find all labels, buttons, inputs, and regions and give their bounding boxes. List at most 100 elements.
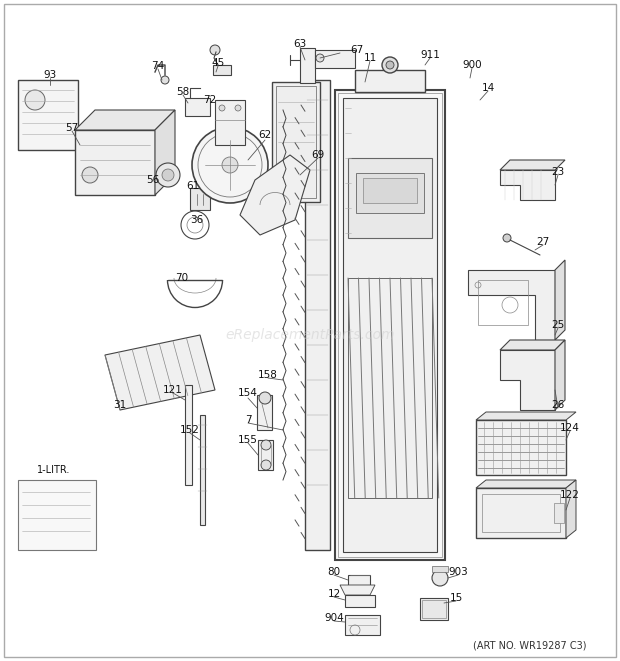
Bar [363, 178, 417, 203]
Circle shape [162, 169, 174, 181]
Text: 15: 15 [450, 593, 463, 603]
Text: 58: 58 [176, 87, 190, 97]
Bar [190, 188, 210, 210]
Polygon shape [476, 480, 576, 488]
Bar [476, 420, 566, 475]
Polygon shape [500, 170, 555, 200]
Bar [422, 600, 446, 618]
Text: 62: 62 [259, 130, 272, 140]
Bar [482, 494, 560, 532]
Polygon shape [476, 412, 576, 420]
Bar [200, 415, 205, 525]
Circle shape [386, 61, 394, 69]
Text: eReplacementParts.com: eReplacementParts.com [225, 328, 395, 342]
Text: 158: 158 [258, 370, 278, 380]
Circle shape [82, 167, 98, 183]
Polygon shape [555, 340, 565, 410]
Bar [355, 70, 425, 92]
Polygon shape [500, 160, 565, 170]
Circle shape [25, 90, 45, 110]
Text: 25: 25 [551, 320, 565, 330]
Text: 72: 72 [203, 95, 216, 105]
Bar [356, 173, 424, 213]
Bar [478, 280, 528, 325]
Text: 74: 74 [151, 61, 165, 71]
Bar [345, 615, 380, 635]
Text: 12: 12 [327, 589, 340, 599]
Bar [185, 98, 210, 116]
Polygon shape [240, 155, 310, 235]
Circle shape [503, 234, 511, 242]
Text: 14: 14 [481, 83, 495, 93]
Bar [258, 440, 273, 470]
Polygon shape [155, 110, 175, 195]
Text: 23: 23 [551, 167, 565, 177]
Polygon shape [340, 585, 375, 595]
Circle shape [192, 127, 268, 203]
Bar [348, 575, 370, 585]
Text: 45: 45 [211, 58, 224, 68]
Text: 56: 56 [146, 175, 159, 185]
Bar [18, 480, 96, 550]
Bar [345, 595, 375, 607]
Bar [343, 98, 437, 552]
Text: 31: 31 [113, 400, 126, 410]
Text: 26: 26 [551, 400, 565, 410]
Polygon shape [555, 260, 565, 340]
Text: 57: 57 [65, 123, 79, 133]
Text: 63: 63 [293, 39, 307, 49]
Bar [554, 503, 564, 523]
Bar [276, 86, 316, 198]
Text: 11: 11 [363, 53, 376, 63]
Bar [257, 395, 272, 430]
Text: 122: 122 [560, 490, 580, 500]
Text: 124: 124 [560, 423, 580, 433]
Text: 93: 93 [43, 70, 56, 80]
Bar [348, 278, 432, 498]
Bar [272, 82, 320, 202]
Polygon shape [75, 110, 175, 130]
Circle shape [235, 105, 241, 111]
Bar [213, 65, 231, 75]
Bar [476, 488, 566, 538]
Text: 904: 904 [324, 613, 344, 623]
Bar [185, 385, 192, 485]
Bar [338, 93, 442, 557]
Bar [75, 130, 155, 195]
Bar [300, 48, 315, 83]
Text: 152: 152 [180, 425, 200, 435]
Circle shape [161, 76, 169, 84]
Text: 911: 911 [420, 50, 440, 60]
Text: 70: 70 [175, 273, 188, 283]
Bar [335, 90, 445, 560]
Text: 7: 7 [245, 415, 251, 425]
Text: 67: 67 [350, 45, 363, 55]
Text: 61: 61 [187, 181, 200, 191]
Bar [315, 50, 355, 68]
Polygon shape [500, 350, 555, 410]
Text: 900: 900 [462, 60, 482, 70]
Text: 903: 903 [448, 567, 468, 577]
Text: 36: 36 [190, 215, 203, 225]
Bar [305, 80, 330, 550]
Text: 154: 154 [238, 388, 258, 398]
Text: 121: 121 [163, 385, 183, 395]
Bar [348, 158, 432, 238]
Polygon shape [566, 480, 576, 538]
Text: (ART NO. WR19287 C3): (ART NO. WR19287 C3) [473, 640, 587, 650]
Polygon shape [468, 270, 555, 340]
Polygon shape [105, 335, 215, 410]
Text: 1-LITR.: 1-LITR. [37, 465, 71, 475]
Circle shape [259, 392, 271, 404]
Bar [215, 100, 245, 145]
Circle shape [156, 163, 180, 187]
Circle shape [261, 440, 271, 450]
Polygon shape [500, 340, 565, 350]
Text: 155: 155 [238, 435, 258, 445]
Bar [420, 598, 448, 620]
Circle shape [316, 54, 324, 62]
Text: 69: 69 [311, 150, 325, 160]
Bar [18, 80, 78, 150]
Circle shape [219, 105, 225, 111]
Text: 27: 27 [536, 237, 549, 247]
